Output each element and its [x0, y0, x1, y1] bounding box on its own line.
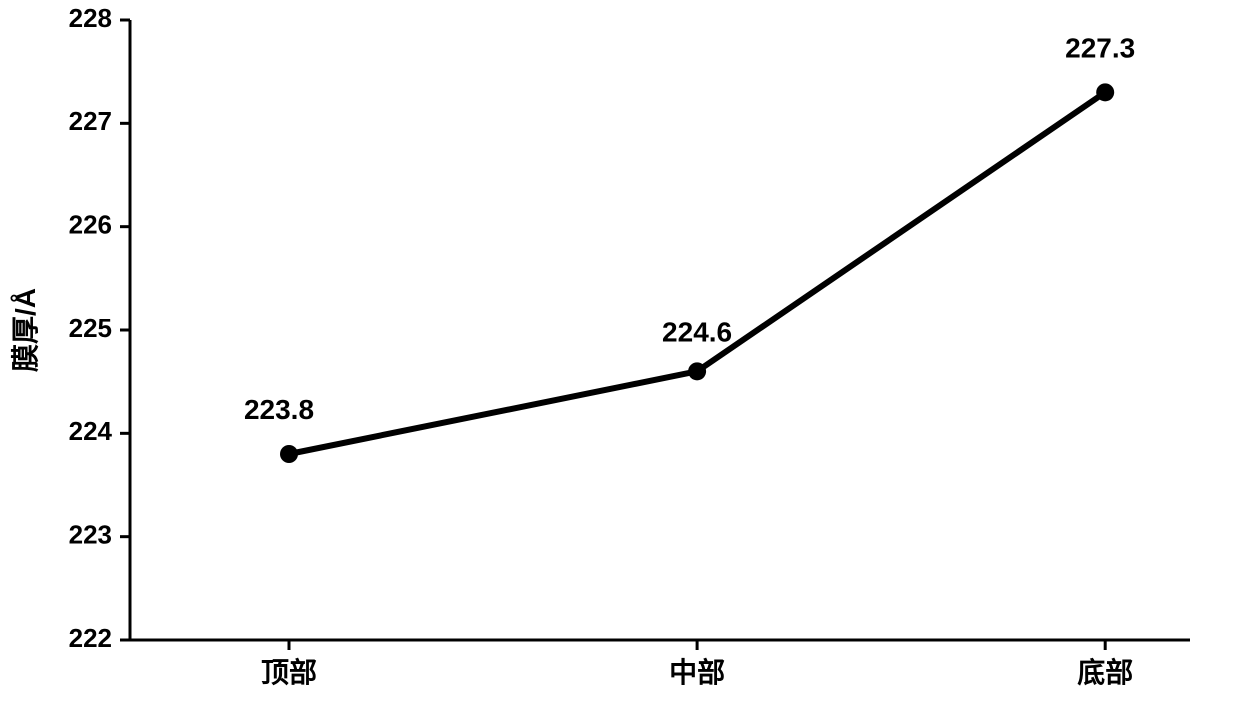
data-line: [289, 92, 1105, 454]
x-tick-label: 底部: [1077, 657, 1133, 688]
data-label: 227.3: [1065, 32, 1135, 63]
y-axis-title: 膜厚/Å: [10, 288, 41, 372]
data-point: [1096, 83, 1114, 101]
x-tick-label: 中部: [669, 657, 725, 688]
y-tick-label: 227: [69, 106, 112, 136]
y-tick-label: 223: [69, 520, 112, 550]
data-label: 223.8: [244, 394, 314, 425]
chart-container: 222 223 224 225 226 227 228 膜厚/Å 顶部 中部 底部 223.8 224.…: [0, 0, 1239, 714]
y-tick-label: 224: [69, 416, 113, 446]
y-tick-label: 222: [69, 623, 112, 653]
y-tick-label: 228: [69, 3, 112, 33]
data-point: [688, 362, 706, 380]
data-point: [280, 445, 298, 463]
line-chart: 222 223 224 225 226 227 228 膜厚/Å 顶部 中部 底部 223.8 224.…: [0, 0, 1239, 714]
y-tick-label: 225: [69, 313, 112, 343]
y-tick-label: 226: [69, 210, 112, 240]
x-tick-label: 顶部: [261, 657, 317, 688]
data-label: 224.6: [662, 316, 732, 347]
